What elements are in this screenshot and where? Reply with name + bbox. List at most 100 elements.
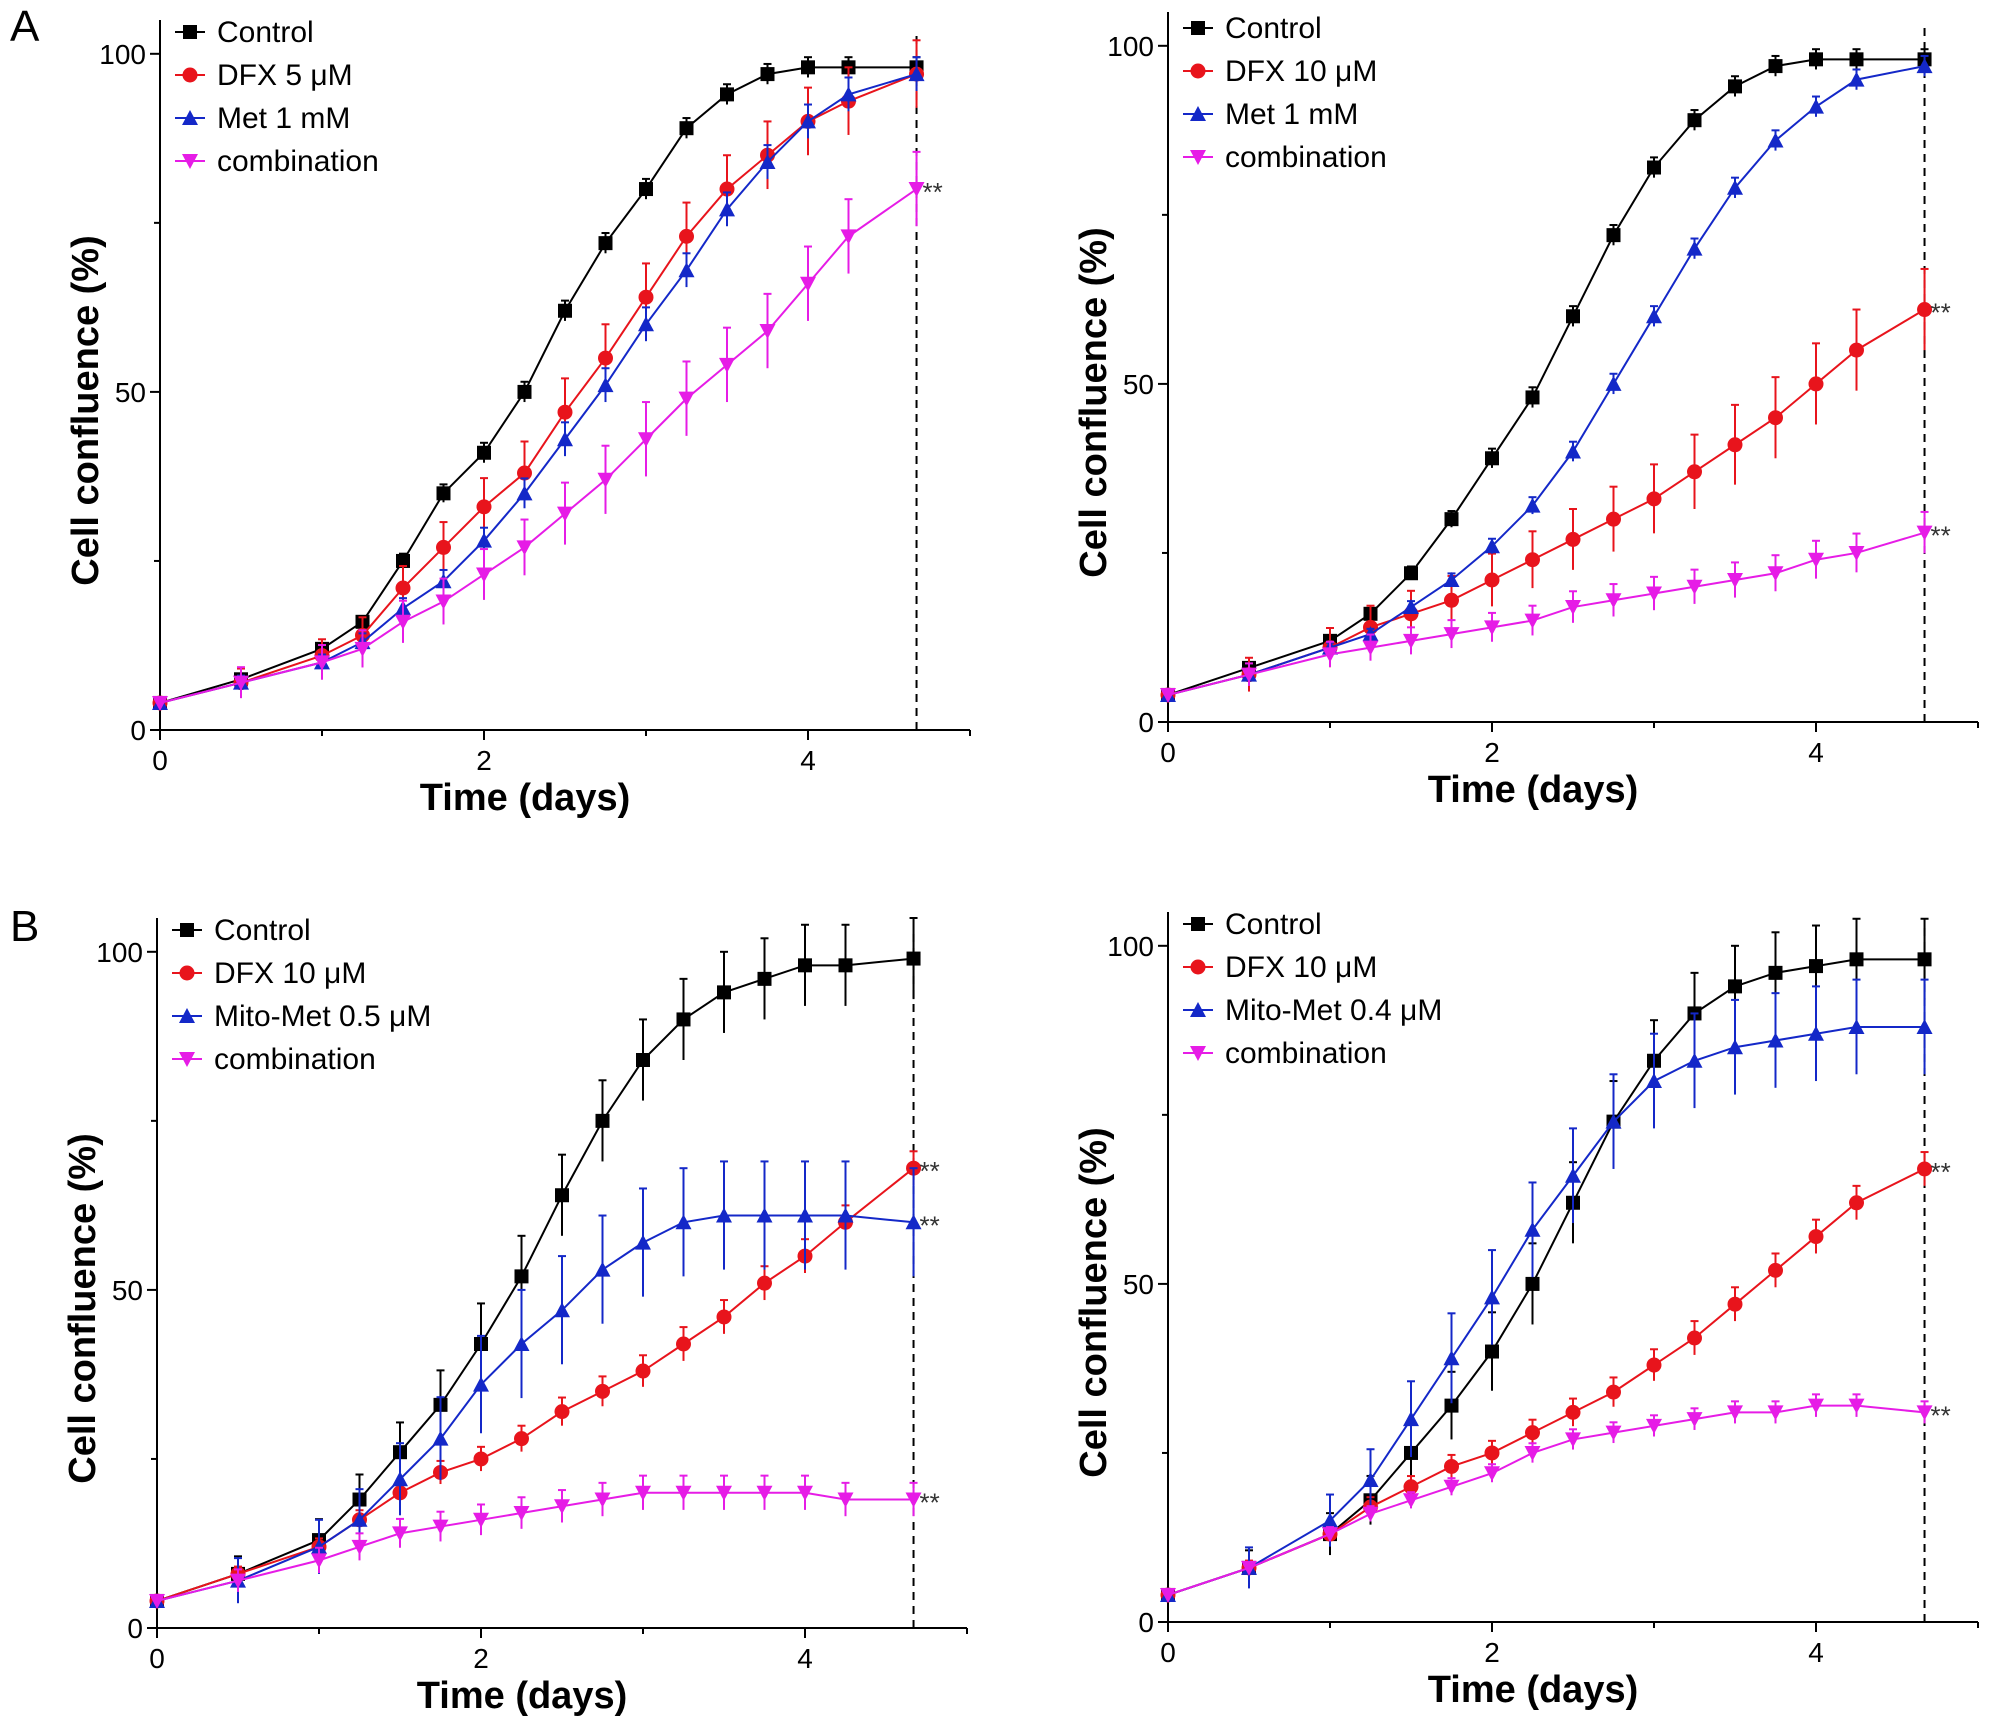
legend-entry: Control <box>217 16 314 49</box>
data-point <box>1728 79 1742 94</box>
data-point <box>1565 1432 1581 1448</box>
y-tick-label: 50 <box>115 377 146 408</box>
data-point <box>1524 613 1541 629</box>
data-point <box>1727 437 1743 453</box>
y-axis-label: Cell confluence (%) <box>65 235 107 586</box>
data-point <box>678 391 695 407</box>
data-point <box>1565 443 1581 459</box>
chart-4: 0 2 4 0 50 100 Time (days) Cell confluence (%) *… <box>1073 908 1979 1711</box>
significance-annotation: ** <box>920 1488 940 1518</box>
data-point <box>1443 1479 1460 1495</box>
data-point <box>1605 593 1622 609</box>
data-point <box>435 594 452 610</box>
significance-annotation: ** <box>923 177 943 207</box>
data-point <box>1727 179 1743 195</box>
data-point <box>678 262 695 278</box>
x-axis-label: Time (days) <box>1428 769 1638 811</box>
data-point <box>1808 376 1824 392</box>
data-point <box>1768 59 1783 74</box>
data-point <box>311 1538 327 1554</box>
data-point <box>717 985 731 1000</box>
data-point <box>1686 579 1703 595</box>
y-axis-label: Cell confluence (%) <box>1073 1127 1115 1478</box>
data-point <box>797 1207 813 1223</box>
legend-entry: Mito-Met 0.5 μM <box>214 1000 431 1033</box>
data-point <box>719 357 735 373</box>
legend-marker <box>1190 1046 1206 1061</box>
series-combination <box>1160 510 1933 703</box>
data-point <box>595 1383 610 1399</box>
legend-entry: combination <box>1225 141 1387 174</box>
data-point <box>1565 1167 1581 1183</box>
data-point <box>760 67 775 82</box>
legend: Control DFX 10 μM Met 1 mM combination <box>1183 12 1387 174</box>
data-point <box>1687 1330 1702 1346</box>
data-point <box>392 1526 408 1542</box>
data-point <box>517 384 532 399</box>
data-point <box>838 958 853 973</box>
legend-entry: Control <box>1225 908 1322 941</box>
series-combination <box>1160 1393 1933 1603</box>
series-line <box>156 1214 914 1602</box>
legend-marker <box>179 1008 195 1023</box>
data-point <box>908 66 925 82</box>
data-point <box>1917 302 1933 318</box>
data-point <box>1606 511 1621 527</box>
series-mito-met-0-4-m <box>1160 978 1933 1602</box>
significance-annotation: ** <box>920 1210 940 1240</box>
series-dfx-10-m <box>1160 1151 1933 1603</box>
data-point <box>1484 1445 1500 1461</box>
x-tick-label: 4 <box>797 1643 813 1674</box>
x-tick-label: 2 <box>476 745 492 776</box>
data-point <box>513 1506 530 1522</box>
legend-entry: combination <box>214 1043 376 1076</box>
data-point <box>675 1214 692 1230</box>
data-point <box>594 1261 611 1277</box>
y-tick-label: 100 <box>1107 31 1154 62</box>
series-line <box>156 1167 915 1602</box>
data-point <box>351 1511 368 1527</box>
data-point <box>800 276 816 292</box>
y-axis-label: Cell confluence (%) <box>62 1133 104 1484</box>
data-point <box>1848 71 1865 87</box>
data-point <box>1443 627 1460 643</box>
data-point <box>1687 464 1702 480</box>
data-point <box>638 316 654 332</box>
y-tick-label: 50 <box>1123 1269 1154 1300</box>
legend-entry: Met 1 mM <box>1225 98 1358 131</box>
data-point <box>1768 1262 1783 1278</box>
data-point <box>757 1275 772 1291</box>
data-point <box>554 1499 570 1515</box>
x-tick-label: 4 <box>1808 737 1824 768</box>
y-tick-label: 100 <box>1107 931 1154 962</box>
data-point <box>476 567 492 583</box>
legend-marker <box>1191 21 1205 35</box>
legend-marker <box>1190 959 1206 975</box>
data-point <box>1727 1039 1743 1055</box>
y-tick-label: 0 <box>130 715 146 746</box>
data-point <box>513 1336 530 1351</box>
significance-annotation: ** <box>1931 521 1951 551</box>
x-tick-label: 0 <box>1160 1637 1176 1668</box>
data-point <box>905 1492 922 1508</box>
data-point <box>558 303 572 318</box>
data-point <box>1686 1412 1703 1428</box>
legend-entry: Control <box>214 914 311 947</box>
data-point <box>1917 1161 1933 1177</box>
data-point <box>906 951 921 966</box>
data-point <box>638 289 654 305</box>
legend-entry: DFX 10 μM <box>1225 951 1377 984</box>
data-point <box>233 675 249 691</box>
data-point <box>554 1404 570 1420</box>
data-point <box>1727 1296 1743 1312</box>
data-point <box>797 1485 813 1501</box>
legend-marker <box>180 923 194 937</box>
data-point <box>1565 600 1581 616</box>
data-point <box>514 1269 529 1284</box>
legend-entry: Mito-Met 0.4 μM <box>1225 994 1442 1027</box>
legend-entry: combination <box>217 145 379 178</box>
legend-entry: Control <box>1225 12 1322 45</box>
data-point <box>719 201 735 217</box>
data-point <box>1605 1113 1622 1129</box>
data-point <box>476 532 492 548</box>
